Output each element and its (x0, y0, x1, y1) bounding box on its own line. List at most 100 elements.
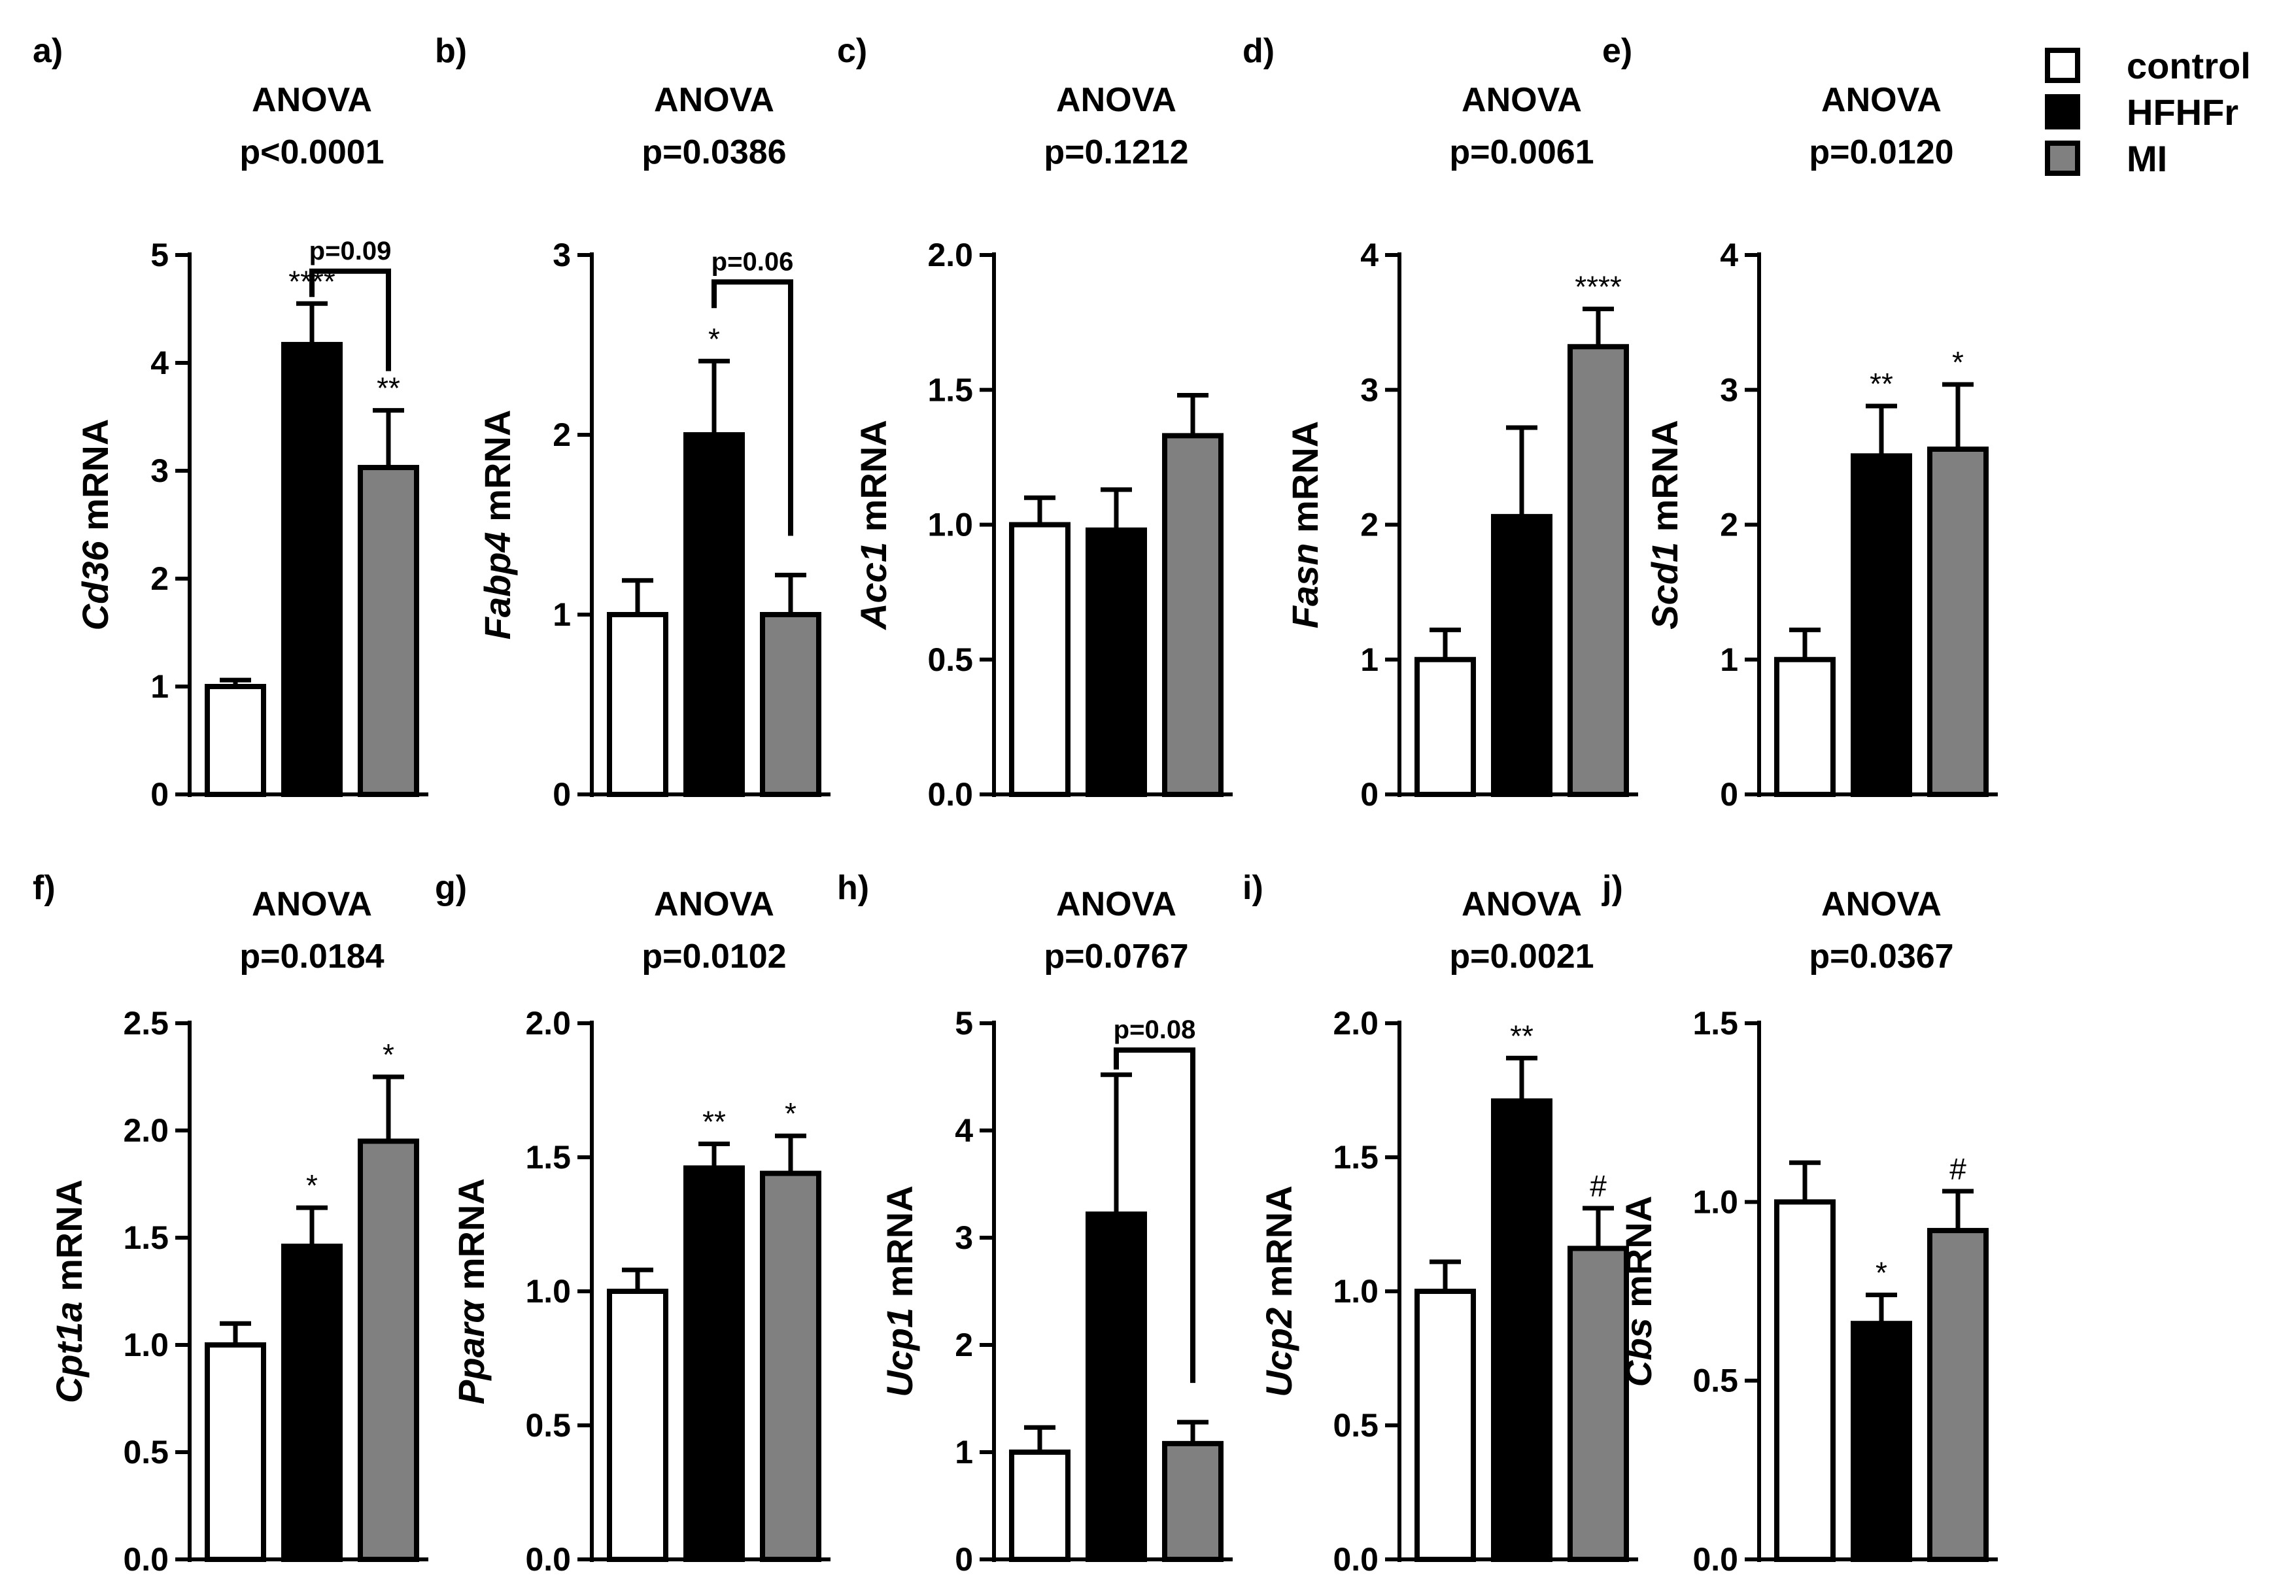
y-tick-label: 0 (150, 776, 169, 813)
y-tick-label: 2.5 (123, 1005, 169, 1042)
y-axis-title-suffix: mRNA (1284, 421, 1326, 543)
y-tick-label: 4 (150, 345, 169, 381)
y-tick-label: 1 (150, 668, 169, 705)
legend: control HFHFr MI (2045, 45, 2251, 179)
y-axis-title-gene: Cd36 (75, 541, 116, 631)
panel-i: i) ANOVA p=0.0021 0.0 0.5 1.0 1.5 2.0 Ucp2 mRNA *… (1242, 869, 1638, 1578)
bar-control (607, 1289, 668, 1562)
y-tick-label: 4 (1360, 237, 1379, 273)
anova-p-value: p=0.0061 (1449, 133, 1594, 171)
panel-label: h) (837, 869, 869, 907)
bracket-label: p=0.09 (309, 237, 392, 265)
bar-mi (1568, 1246, 1629, 1563)
y-tick-label: 1.0 (525, 1273, 571, 1310)
panel-f: f) ANOVA p=0.0184 0.0 0.5 1.0 1.5 2.0 2.5 Cpt1a m… (33, 869, 428, 1578)
y-axis-title: Cbs mRNA (1618, 1196, 1659, 1387)
significance-label: * (785, 1096, 797, 1130)
panel-label: j) (1602, 869, 1623, 907)
panel-label: d) (1242, 32, 1275, 70)
panel-label: i) (1242, 869, 1263, 907)
anova-title: ANOVA (1821, 885, 1942, 923)
y-tick-label: 2.0 (927, 237, 973, 273)
bar-hfhfr (1851, 453, 1912, 797)
anova-p-value: p=0.0021 (1449, 938, 1594, 976)
bracket-label: p=0.08 (1114, 1015, 1196, 1044)
panel-label: a) (33, 32, 63, 70)
y-tick-label: 1.5 (1692, 1005, 1738, 1042)
legend-swatch-hfhfr (2045, 94, 2080, 129)
bar-mi (1162, 1440, 1224, 1562)
y-axis-title-gene: Cbs (1618, 1317, 1659, 1387)
bar-hfhfr (683, 1165, 745, 1562)
y-axis-title-gene: Ucp2 (1258, 1308, 1299, 1397)
bar-hfhfr (683, 432, 745, 797)
y-tick-label: 3 (955, 1219, 973, 1256)
y-tick-label: 2.0 (123, 1112, 169, 1149)
panel-g: g) ANOVA p=0.0102 0.0 0.5 1.0 1.5 2.0 Pparα mRNA… (435, 869, 831, 1578)
bar-mi (760, 1170, 821, 1562)
y-tick-label: 0 (1720, 776, 1738, 813)
significance-label: # (1949, 1152, 1966, 1186)
anova-title: ANOVA (1462, 81, 1582, 119)
y-tick-label: 0.0 (927, 776, 973, 813)
y-axis-title: Fabp4 mRNA (477, 410, 518, 640)
significance-label: ** (1510, 1019, 1534, 1053)
y-axis-title-suffix: mRNA (1644, 420, 1685, 542)
y-axis-title-gene: Cpt1a (48, 1302, 90, 1404)
comparison-bracket (309, 268, 391, 371)
bar-mi (358, 1138, 419, 1562)
anova-p-value: p=0.0102 (642, 938, 786, 976)
anova-p-value: p=0.0767 (1044, 938, 1188, 976)
y-axis-title-gene: Fabp4 (477, 532, 518, 639)
bar-hfhfr (1851, 1321, 1912, 1562)
anova-p-value: p=0.0367 (1809, 938, 1953, 976)
panel-b: b) ANOVA p=0.0386 0 1 2 3 Fabp4 mRNA * p=0.06 (435, 32, 831, 813)
anova-p-value: p=0.0184 (239, 938, 384, 976)
bar-mi (760, 612, 821, 797)
y-tick-label: 5 (955, 1005, 973, 1042)
bracket-label: p=0.06 (711, 247, 794, 276)
panel-d: d) ANOVA p=0.0061 0 1 2 3 4 Fasn mRNA **** (1242, 32, 1638, 813)
comparison-bracket (711, 279, 793, 536)
y-tick-label: 5 (150, 237, 169, 273)
y-tick-label: 0 (955, 1541, 973, 1578)
legend-label-mi: MI (2127, 138, 2167, 179)
y-tick-label: 1.5 (525, 1139, 571, 1176)
y-tick-label: 3 (1360, 371, 1379, 408)
bar-control (1414, 1289, 1476, 1562)
bar-control (1774, 1199, 1836, 1563)
bar-hfhfr (1491, 1098, 1552, 1562)
anova-p-value: p=0.0386 (642, 133, 786, 171)
panel-c: c) ANOVA p=0.1212 0.0 0.5 1.0 1.5 2.0 Acc1 mRNA (837, 32, 1233, 813)
y-tick-label: 0.0 (1333, 1541, 1379, 1578)
panel-label: c) (837, 32, 867, 70)
y-tick-label: 1.5 (123, 1219, 169, 1256)
y-tick-label: 1 (553, 596, 571, 633)
significance-label: ** (377, 371, 400, 405)
y-tick-label: 0.5 (1692, 1363, 1738, 1399)
anova-title: ANOVA (1056, 885, 1176, 923)
y-tick-label: 2.0 (525, 1005, 571, 1042)
y-tick-label: 0.5 (123, 1434, 169, 1470)
significance-label: **** (1575, 270, 1622, 304)
y-tick-label: 3 (150, 452, 169, 489)
anova-title: ANOVA (252, 81, 372, 119)
y-tick-label: 2 (1360, 507, 1379, 543)
y-axis-title-suffix: mRNA (48, 1180, 90, 1302)
bar-mi (358, 465, 419, 797)
bar-control (1009, 522, 1071, 797)
y-tick-label: 0.5 (1333, 1407, 1379, 1444)
anova-title: ANOVA (1462, 885, 1582, 923)
anova-title: ANOVA (654, 81, 774, 119)
comparison-bracket (1114, 1047, 1195, 1384)
y-tick-label: 2 (150, 560, 169, 597)
significance-label: * (383, 1038, 394, 1072)
significance-label: * (306, 1168, 318, 1202)
y-tick-label: 1.0 (927, 507, 973, 543)
significance-label: # (1590, 1169, 1607, 1203)
anova-p-value: p<0.0001 (239, 133, 384, 171)
y-tick-label: 0 (1360, 776, 1379, 813)
bar-hfhfr (1086, 527, 1147, 797)
y-axis-title-suffix: mRNA (75, 419, 116, 541)
